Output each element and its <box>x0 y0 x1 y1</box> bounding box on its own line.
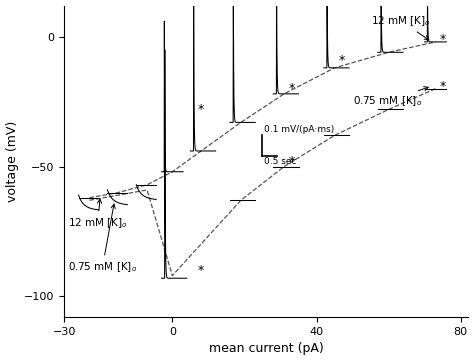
Text: 0.75 mM [K]$_o$: 0.75 mM [K]$_o$ <box>68 204 137 274</box>
Text: *: * <box>439 33 446 46</box>
Text: *: * <box>439 79 446 92</box>
Text: 12 mM [K]$_o$: 12 mM [K]$_o$ <box>371 14 430 40</box>
Text: *: * <box>288 82 294 95</box>
Text: 0.1 mV/(pA·ms): 0.1 mV/(pA·ms) <box>264 125 334 134</box>
Text: *: * <box>198 264 204 277</box>
Y-axis label: voltage (mV): voltage (mV) <box>6 121 18 202</box>
Text: *: * <box>338 53 345 66</box>
Text: 12 mM [K]$_o$: 12 mM [K]$_o$ <box>68 199 128 230</box>
X-axis label: mean current (pA): mean current (pA) <box>209 343 323 356</box>
Text: 0.5 sec: 0.5 sec <box>264 157 296 166</box>
Text: 0.75 mM [K]$_o$: 0.75 mM [K]$_o$ <box>353 87 428 108</box>
Text: *: * <box>198 103 204 116</box>
Text: *: * <box>288 155 294 168</box>
